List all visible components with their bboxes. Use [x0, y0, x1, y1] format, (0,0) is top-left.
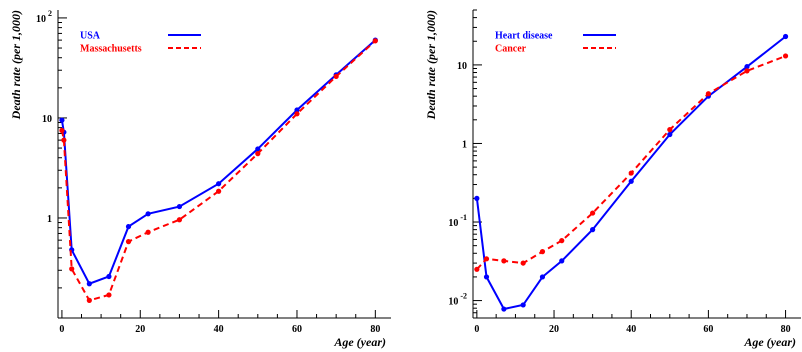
legend-label: Massachusetts	[80, 44, 142, 55]
data-point	[590, 227, 596, 233]
x-tick-label: 0	[474, 324, 479, 335]
data-point	[216, 181, 222, 187]
data-point	[59, 127, 65, 134]
data-point	[145, 211, 151, 217]
data-point	[483, 274, 490, 280]
x-tick-label: 80	[781, 324, 791, 335]
y-tick-label: 10-2	[448, 292, 467, 308]
x-axis-label: Age (year)	[743, 335, 796, 349]
x-tick-label: 60	[292, 324, 302, 335]
y-axis-label: Death rate (per 1,000)	[424, 10, 438, 120]
data-point	[372, 38, 378, 44]
data-point	[333, 73, 339, 80]
x-tick-label: 40	[214, 324, 224, 335]
series-line-cancer	[476, 55, 786, 270]
data-point	[483, 256, 490, 262]
data-point	[216, 188, 222, 194]
y-tick-label: 10	[42, 114, 52, 125]
data-point	[705, 91, 711, 97]
data-point	[145, 229, 151, 235]
y-tick-label: 10-1	[448, 213, 467, 229]
data-point	[176, 203, 183, 210]
data-point	[86, 281, 92, 287]
chart-panel-2: 0 20 40 60 80 10-2 10-1 1 10 Age (year) Death rate…	[424, 9, 801, 349]
data-point	[520, 302, 526, 308]
data-point	[539, 249, 546, 255]
chart-panel-1: 0 20 40 60 80 1 10 102 Age (year) Death rate (per…	[9, 9, 391, 349]
data-point	[628, 170, 634, 176]
x-tick-label: 20	[549, 324, 559, 335]
legend-label: USA	[80, 31, 101, 42]
data-point	[125, 239, 132, 245]
x-tick-label: 40	[626, 324, 636, 335]
x-tick-label: 80	[370, 324, 380, 335]
series-line-usa	[60, 39, 376, 285]
data-point	[255, 151, 261, 157]
y-tick-label: 102	[36, 9, 52, 25]
y-axis-label: Death rate (per 1,000)	[9, 10, 23, 120]
data-point	[106, 273, 112, 280]
x-tick-label: 0	[59, 324, 64, 335]
data-point	[294, 107, 300, 113]
data-point	[590, 210, 596, 216]
data-point	[176, 217, 183, 223]
y-tick-label: 1	[47, 214, 52, 225]
data-point	[628, 178, 634, 184]
data-point	[501, 306, 507, 312]
data-point	[667, 127, 673, 133]
data-point	[474, 195, 480, 201]
data-point	[501, 258, 507, 264]
series-line-massachusetts	[60, 40, 376, 302]
data-point	[86, 297, 92, 303]
data-point	[69, 266, 75, 272]
data-point	[667, 131, 673, 138]
data-point	[782, 33, 789, 40]
y-tick-label: 10	[457, 61, 467, 72]
data-point	[474, 266, 480, 272]
data-point	[59, 117, 65, 123]
data-point	[125, 223, 132, 230]
data-point	[744, 64, 750, 70]
data-point	[106, 292, 112, 298]
data-point	[539, 274, 546, 280]
data-point	[520, 260, 526, 266]
legend-label: Cancer	[495, 44, 527, 55]
data-point	[559, 238, 565, 244]
data-point	[559, 258, 565, 264]
data-point	[61, 137, 67, 143]
series-line-heart-disease	[475, 35, 787, 311]
data-point	[255, 146, 261, 152]
x-tick-label: 20	[135, 324, 145, 335]
y-tick-label: 1	[462, 139, 467, 150]
x-axis-label: Age (year)	[333, 335, 386, 349]
legend-label: Heart disease	[495, 31, 553, 42]
data-point	[782, 53, 789, 59]
x-tick-label: 60	[703, 324, 713, 335]
data-point	[744, 68, 750, 74]
data-point	[294, 111, 300, 117]
